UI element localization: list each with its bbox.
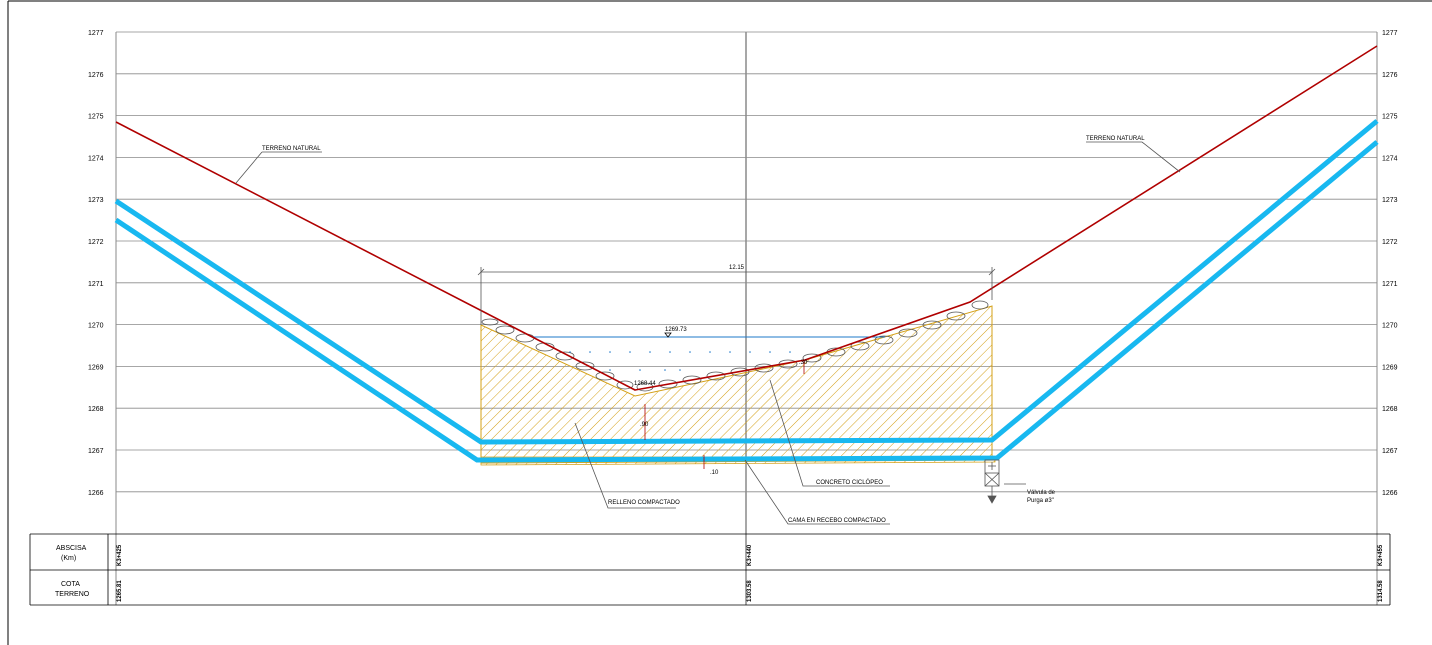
- table-row2-title-line2: TERRENO: [55, 591, 90, 598]
- data-table: [29, 533, 1391, 606]
- elevation-tick-label-left: 1274: [88, 155, 104, 162]
- elevation-tick-label-left: 1276: [88, 72, 104, 79]
- depth-dimension-marks: [644, 360, 805, 469]
- elevation-tick-label-right: 1266: [1382, 490, 1398, 497]
- terrain-label-right: TERRENO NATURAL: [1086, 136, 1145, 142]
- elevation-tick-label-left: 1266: [88, 490, 104, 497]
- elevation-tick-label-left: 1275: [88, 114, 104, 121]
- purge-valve-icon: [984, 459, 1000, 504]
- elevation-axis-left: 1277 1276 1275 1274 1273 1272 1271 1270 1269 1268…: [88, 30, 104, 497]
- elevation-tick-label-right: 1267: [1382, 448, 1398, 455]
- valve-label-line2: Purga ø3": [1027, 498, 1054, 504]
- elevation-tick-label-left: 1277: [88, 30, 104, 37]
- elevation-tick-label-left: 1272: [88, 239, 104, 246]
- abscisa-value-2: K3+440: [747, 544, 753, 566]
- width-dimension-label: 12.15: [729, 265, 745, 271]
- elevation-tick-label-right: 1277: [1382, 30, 1398, 37]
- dimension-90-label: .90: [640, 422, 649, 428]
- elevation-tick-label-right: 1275: [1382, 114, 1398, 121]
- abscisa-value-1: K3+425: [117, 544, 123, 566]
- terrain-label-left: TERRENO NATURAL: [262, 146, 321, 152]
- elevation-tick-label-left: 1269: [88, 364, 104, 371]
- elevation-tick-label-right: 1276: [1382, 72, 1398, 79]
- width-dimension: [477, 267, 996, 325]
- table-row1-title-line2: (Km): [61, 555, 76, 562]
- bed-label: CAMA EN RECEBO COMPACTADO: [788, 518, 886, 524]
- abscisa-value-3: K3+455: [1378, 544, 1384, 566]
- natural-terrain-line: [115, 45, 1378, 391]
- cota-value-2: 1303.58: [747, 580, 753, 602]
- elevation-tick-label-left: 1273: [88, 197, 104, 204]
- cota-value-1: 1265.81: [117, 580, 123, 602]
- elevation-tick-label-left: 1271: [88, 281, 104, 288]
- dimension-10-label: .10: [710, 470, 719, 476]
- elevation-tick-label-right: 1270: [1382, 323, 1398, 330]
- water-dots: [569, 351, 791, 371]
- cyclopean-concrete-stones: [481, 300, 989, 392]
- elevation-axis-right: 1277 1276 1275 1274 1273 1272 1271 1270 1269 1268…: [1382, 30, 1398, 497]
- bottom-level-label: 1268.44: [634, 381, 656, 387]
- elevation-tick-label-left: 1267: [88, 448, 104, 455]
- elevation-tick-label-right: 1268: [1382, 406, 1398, 413]
- fill-label: RELLENO COMPACTADO: [608, 500, 680, 506]
- cota-value-3: 1314.58: [1378, 580, 1384, 602]
- elevation-tick-label-right: 1274: [1382, 155, 1398, 162]
- pipe-upper-line: [114, 119, 1379, 445]
- table-row2-title-line1: COTA: [61, 581, 80, 588]
- elevation-tick-label-right: 1271: [1382, 281, 1398, 288]
- elevation-tick-label-left: 1270: [88, 323, 104, 330]
- valve-label-line1: Válvula de: [1027, 490, 1056, 496]
- concrete-label: CONCRETO CICLÓPEO: [816, 479, 883, 486]
- pipe-lower-line: [114, 140, 1379, 463]
- water-level-label: 1269.73: [665, 327, 687, 333]
- elevation-tick-label-right: 1269: [1382, 364, 1398, 371]
- elevation-tick-label-right: 1273: [1382, 197, 1398, 204]
- dimension-30-label: .30: [799, 360, 808, 366]
- table-row1-title-line1: ABSCISA: [56, 545, 87, 552]
- water-level-marker-icon: [664, 332, 672, 338]
- elevation-tick-label-left: 1268: [88, 406, 104, 413]
- elevation-tick-label-right: 1272: [1382, 239, 1398, 246]
- annotation-leaders: [235, 141, 1181, 525]
